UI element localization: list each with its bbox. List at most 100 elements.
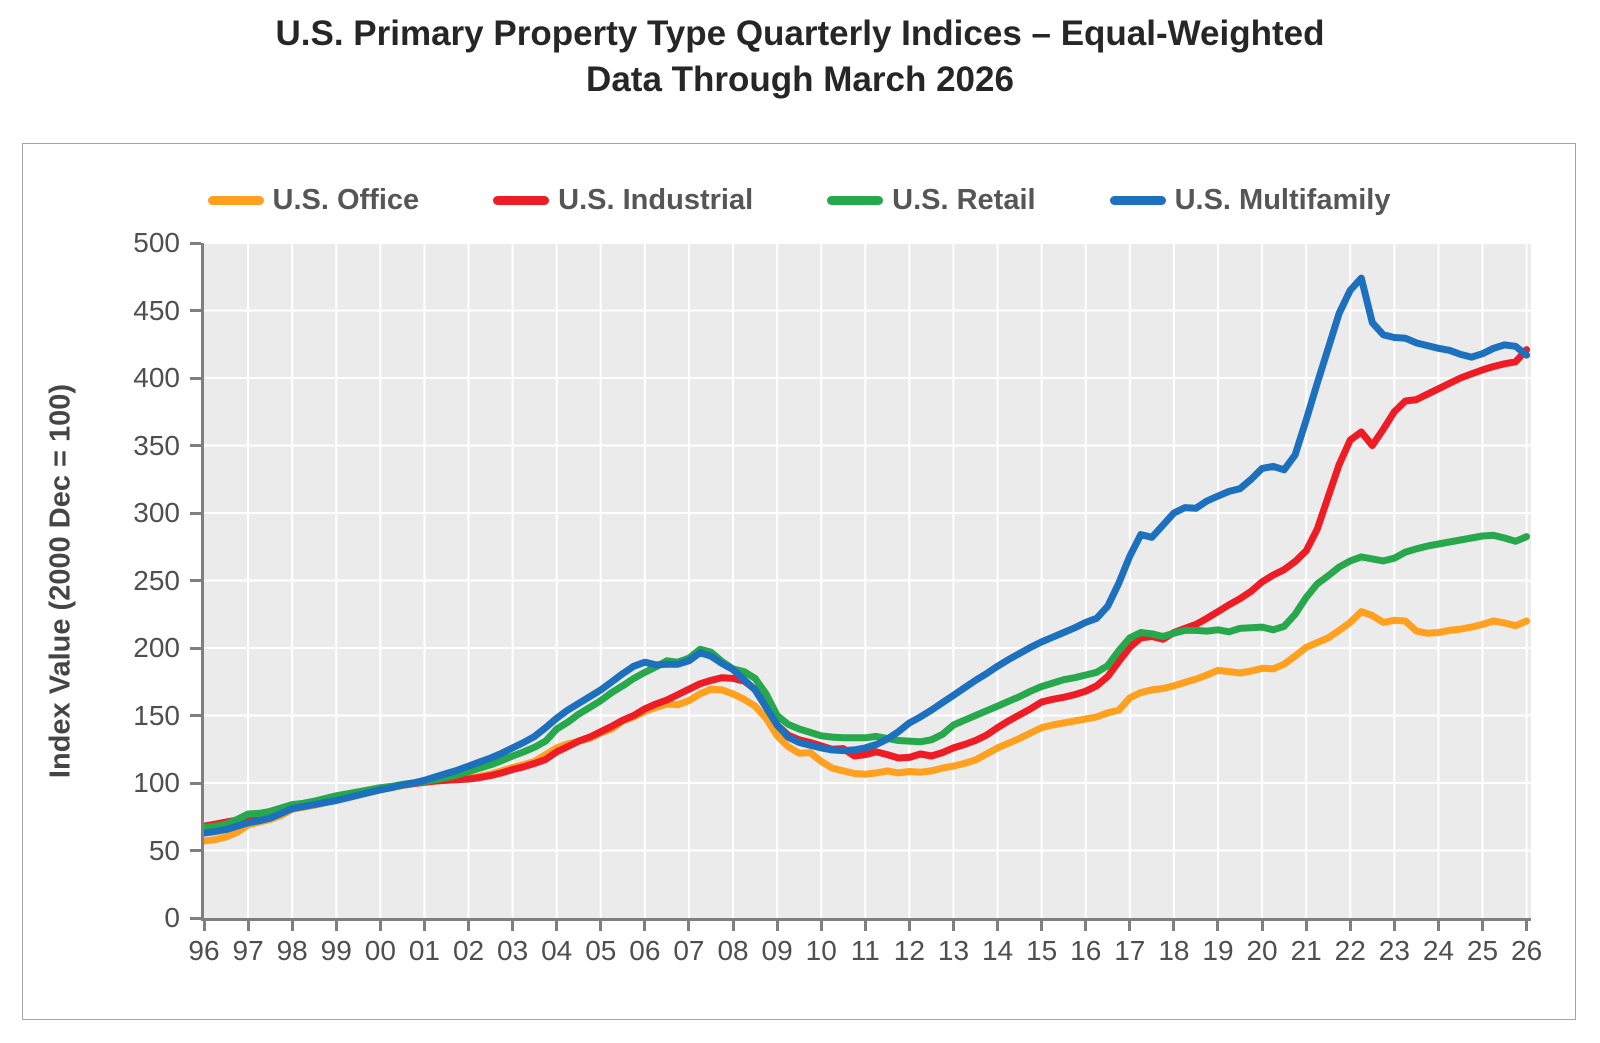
y-tick (190, 309, 201, 312)
chart-title-line2: Data Through March 2026 (586, 60, 1014, 99)
y-tick-label: 400 (133, 362, 180, 393)
y-tick-label: 300 (133, 497, 180, 528)
x-tick-label: 99 (320, 935, 352, 966)
x-tick (422, 921, 426, 931)
x-tick (246, 921, 250, 931)
legend-swatch-icon (827, 196, 884, 205)
x-tick-label: 04 (541, 935, 573, 966)
x-tick (1128, 921, 1132, 931)
y-tick (190, 511, 201, 515)
x-tick-label: 00 (364, 935, 396, 966)
x-tick-label: 11 (850, 935, 880, 966)
x-tick-label: 22 (1334, 935, 1366, 966)
x-tick (1084, 921, 1088, 931)
y-tick (190, 579, 201, 582)
x-tick (1040, 921, 1044, 931)
x-tick-label: 24 (1422, 935, 1454, 966)
x-tick-label: 05 (585, 935, 617, 966)
legend-item-u-s-retail: U.S. Retail (827, 184, 1036, 217)
y-tick (190, 444, 201, 447)
x-tick (334, 921, 338, 931)
x-tick (1436, 921, 1440, 931)
legend-swatch-icon (493, 196, 550, 205)
x-tick-label: 20 (1246, 935, 1278, 966)
series-line-u-s-multifamily (204, 274, 1531, 837)
x-tick-label: 97 (232, 935, 264, 966)
x-tick (290, 921, 294, 931)
x-tick-label: 01 (408, 935, 440, 966)
x-tick (511, 921, 515, 931)
x-tick (378, 921, 382, 931)
x-tick (863, 921, 867, 931)
x-axis-line (201, 918, 1531, 921)
x-tick (202, 921, 206, 931)
x-tick (1172, 921, 1176, 931)
y-tick-label: 250 (133, 564, 180, 596)
legend-label: U.S. Industrial (558, 184, 754, 216)
legend: U.S. Office U.S. Industrial U.S. Retail U.S… (23, 184, 1575, 217)
x-tick-label: 98 (276, 935, 308, 966)
y-axis-line (201, 243, 204, 921)
x-tick-label: 15 (1026, 935, 1058, 966)
y-tick-label: 100 (133, 767, 180, 798)
y-tick (190, 376, 201, 380)
legend-label: U.S. Office (272, 184, 420, 216)
x-tick-label: 07 (673, 935, 705, 966)
x-tick-label: 06 (629, 935, 661, 966)
x-tick-label: 21 (1290, 935, 1322, 966)
legend-label: U.S. Multifamily (1174, 184, 1391, 216)
x-tick (687, 921, 691, 931)
plot-area (204, 243, 1531, 918)
x-tick-label: 16 (1070, 935, 1102, 966)
x-tick-label: 19 (1202, 935, 1234, 966)
y-tick (190, 241, 201, 245)
y-tick-label: 450 (133, 294, 180, 326)
x-tick-label: 18 (1158, 935, 1190, 966)
x-tick (1260, 921, 1264, 931)
x-tick (907, 921, 911, 931)
x-tick-label: 25 (1466, 935, 1499, 966)
x-tick-label: 26 (1511, 935, 1543, 966)
x-tick (1392, 921, 1396, 931)
chart-title-line1: U.S. Primary Property Type Quarterly Ind… (275, 14, 1325, 53)
y-tick (190, 849, 201, 852)
y-tick (190, 916, 201, 920)
x-tick (819, 921, 823, 931)
legend-swatch-icon (1109, 196, 1166, 205)
x-tick-label: 12 (893, 935, 925, 966)
y-tick-label: 150 (133, 699, 180, 731)
legend-label: U.S. Retail (892, 184, 1036, 216)
x-tick-label: 08 (717, 935, 749, 966)
x-tick-label: 17 (1114, 935, 1146, 966)
y-tick-label: 200 (133, 632, 180, 663)
y-tick-label: 0 (164, 902, 180, 933)
x-tick-label: 23 (1378, 935, 1410, 966)
x-tick-label: 10 (805, 935, 837, 966)
x-tick-label: 03 (497, 935, 529, 966)
y-tick-label: 500 (133, 227, 180, 258)
legend-item-u-s-office: U.S. Office (207, 184, 420, 217)
x-tick (996, 921, 1000, 931)
x-tick (1525, 921, 1529, 931)
x-tick (1216, 921, 1220, 931)
y-tick (190, 714, 201, 717)
y-tick-label: 50 (148, 834, 180, 866)
x-tick (1481, 921, 1484, 931)
x-tick (643, 921, 647, 931)
y-tick-label: 350 (133, 429, 180, 461)
x-tick (775, 921, 779, 931)
x-tick (599, 921, 603, 931)
legend-item-u-s-multifamily: U.S. Multifamily (1109, 184, 1391, 217)
x-tick (467, 921, 471, 931)
legend-item-u-s-industrial: U.S. Industrial (493, 184, 753, 217)
chart-title: U.S. Primary Property Type Quarterly Ind… (0, 11, 1600, 103)
x-tick (731, 921, 735, 931)
x-tick-label: 14 (981, 935, 1014, 966)
legend-swatch-icon (207, 196, 264, 205)
x-tick-label: 13 (937, 935, 970, 966)
y-tick (190, 646, 201, 650)
x-tick-label: 09 (761, 935, 793, 966)
x-tick (1348, 921, 1352, 931)
y-tick (190, 781, 201, 785)
